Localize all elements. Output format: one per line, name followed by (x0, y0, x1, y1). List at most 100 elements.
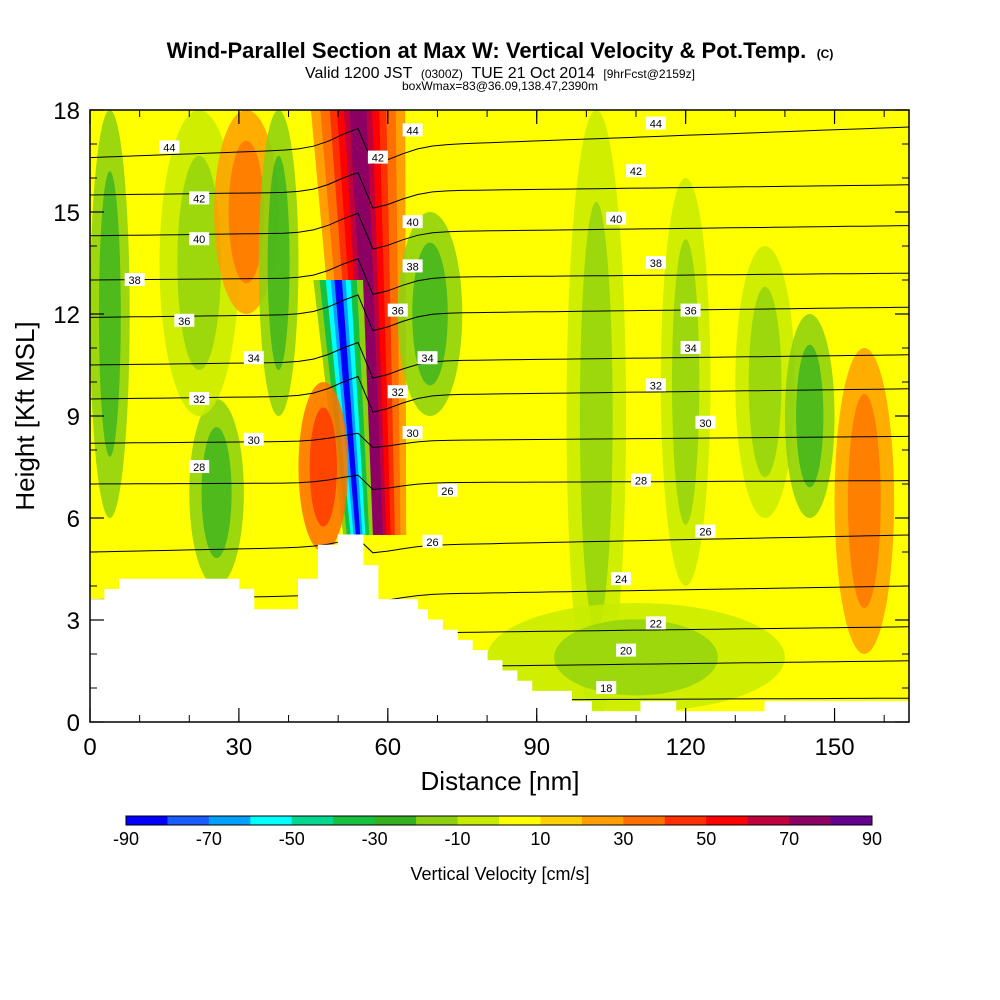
contour-label-26: 26 (437, 483, 458, 498)
contour-label-32: 32 (387, 385, 408, 399)
y-tick-label: 3 (67, 608, 80, 635)
velocity-core-3 (201, 427, 232, 558)
contour-label-28: 28 (189, 460, 210, 474)
svg-text:44: 44 (407, 125, 419, 137)
contour-label-18: 18 (596, 681, 617, 695)
y-tick-label: 0 (67, 710, 80, 737)
contour-label-28: 28 (630, 473, 651, 488)
svg-text:32: 32 (650, 380, 662, 392)
svg-text:42: 42 (193, 193, 205, 205)
chart-title: Wind-Parallel Section at Max W: Vertical… (167, 38, 834, 63)
colorbar-tick-label: 50 (696, 829, 716, 849)
svg-text:38: 38 (407, 261, 419, 273)
contour-label-38: 38 (645, 256, 666, 270)
colorbar-swatch (830, 816, 873, 825)
colorbar-tick-label: 70 (779, 829, 799, 849)
y-tick-label: 12 (53, 302, 80, 329)
contour-label-38: 38 (124, 273, 145, 287)
theta-contour-44 (90, 126, 909, 165)
contour-label-20: 20 (616, 643, 637, 658)
colorbar-swatch (291, 816, 334, 825)
colorbar-tick-label: -70 (196, 829, 222, 849)
x-tick-label: 90 (523, 734, 550, 761)
colorbar-tick-label: -50 (279, 829, 305, 849)
velocity-core-6 (267, 155, 290, 371)
downdraft-layer-4 (334, 280, 361, 535)
contour-label-26: 26 (422, 534, 443, 549)
contour-label-40: 40 (402, 215, 423, 229)
y-axis-label: Height [Kft MSL] (10, 321, 40, 510)
colorbar-swatch (208, 816, 251, 825)
velocity-core-12 (796, 344, 824, 488)
colorbar-swatch (623, 816, 666, 825)
contour-label-30: 30 (243, 432, 264, 447)
x-tick-label: 150 (815, 734, 855, 761)
velocity-core-5 (228, 140, 265, 284)
colorbar-tick-label: -90 (113, 829, 139, 849)
svg-text:26: 26 (699, 527, 711, 539)
svg-text:32: 32 (392, 387, 404, 399)
svg-text:32: 32 (193, 394, 205, 406)
chart-subtitle-box: boxWmax=83@36.09,138.47,2390m (402, 79, 598, 93)
terrain (90, 534, 909, 722)
y-tick-label: 6 (67, 506, 80, 533)
svg-text:30: 30 (248, 435, 260, 447)
svg-text:42: 42 (372, 153, 384, 165)
svg-text:18: 18 (600, 683, 612, 695)
svg-text:38: 38 (129, 275, 141, 287)
contour-label-22: 22 (645, 616, 666, 630)
colorbar-label: Vertical Velocity [cm/s] (410, 864, 589, 884)
contour-label-24: 24 (611, 572, 632, 586)
svg-text:34: 34 (684, 343, 696, 355)
theta-contour-28 (90, 474, 909, 491)
contour-label-44: 44 (402, 123, 423, 137)
svg-text:40: 40 (610, 214, 622, 226)
theta-contour-42 (90, 171, 909, 209)
contour-label-26: 26 (695, 524, 716, 539)
svg-text:28: 28 (193, 462, 205, 474)
svg-text:24: 24 (615, 574, 627, 586)
theta-contour-30 (90, 432, 909, 449)
velocity-core-7 (309, 407, 337, 527)
svg-text:26: 26 (426, 537, 438, 549)
x-tick-label: 30 (226, 734, 253, 761)
colorbar-swatch (581, 816, 624, 825)
velocity-core-13 (847, 393, 881, 609)
theta-contour-34 (90, 341, 909, 379)
x-axis-label: Distance [nm] (421, 766, 580, 796)
updraft-layer-5 (349, 110, 383, 535)
theta-contour-26 (90, 534, 909, 554)
velocity-core-11 (748, 286, 782, 478)
colorbar-swatch (747, 816, 790, 825)
colorbar-swatch (416, 816, 459, 825)
colorbar-tick-label: -10 (445, 829, 471, 849)
x-tick-label: 60 (374, 734, 401, 761)
svg-text:28: 28 (635, 476, 647, 488)
colorbar-swatch (457, 816, 500, 825)
colorbar-tick-label: -30 (362, 829, 388, 849)
colorbar-tick-label: 10 (530, 829, 550, 849)
contour-label-30: 30 (402, 426, 423, 440)
contour-label-34: 34 (243, 351, 264, 365)
contour-label-44: 44 (159, 140, 180, 154)
x-tick-label: 0 (83, 734, 96, 761)
contour-label-36: 36 (174, 313, 195, 328)
contour-label-30: 30 (695, 415, 716, 430)
contour-label-42: 42 (189, 191, 210, 205)
svg-text:34: 34 (248, 353, 260, 365)
svg-text:20: 20 (620, 646, 632, 658)
colorbar-tick-label: 90 (862, 829, 882, 849)
svg-text:30: 30 (407, 428, 419, 440)
contour-label-40: 40 (189, 232, 210, 246)
contour-label-32: 32 (645, 378, 666, 392)
colorbar-swatch (499, 816, 541, 825)
svg-text:42: 42 (630, 166, 642, 178)
theta-contour-36 (90, 294, 909, 332)
svg-text:44: 44 (650, 119, 662, 131)
contour-label-36: 36 (680, 303, 701, 318)
contour-label-34: 34 (680, 341, 701, 355)
svg-text:22: 22 (650, 618, 662, 630)
contour-label-38: 38 (402, 259, 423, 273)
colorbar-frame (125, 815, 873, 826)
